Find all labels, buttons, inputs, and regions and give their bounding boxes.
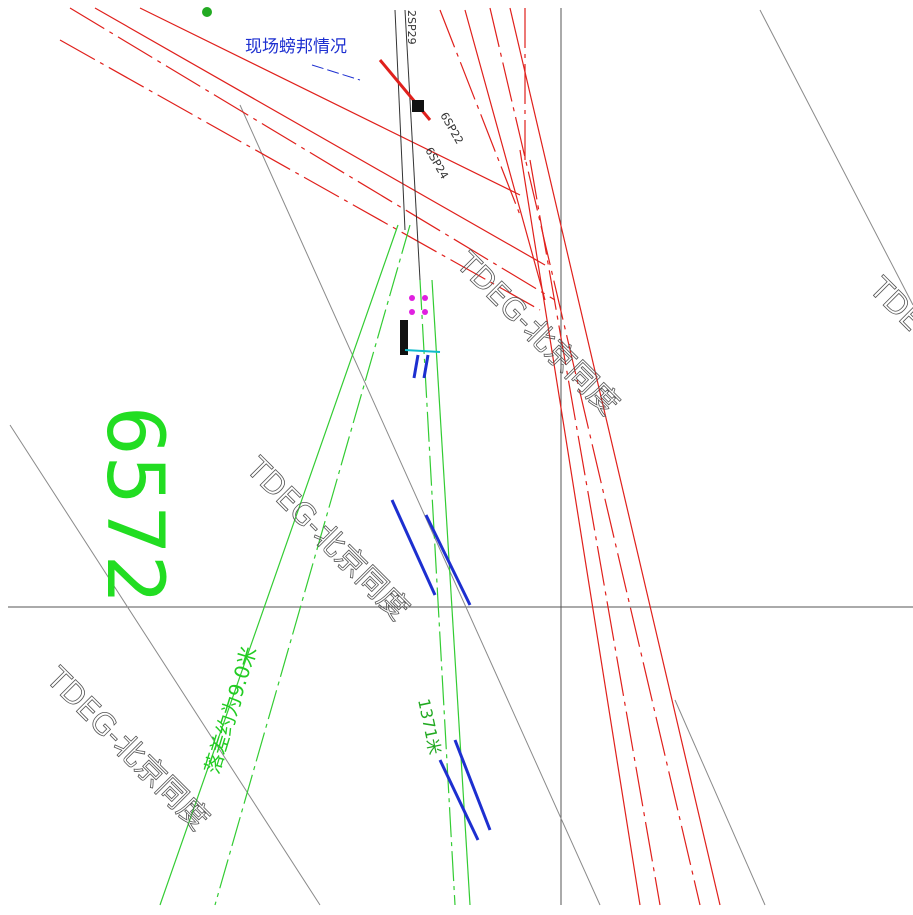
blue-marks xyxy=(390,354,492,841)
site-note: 现场螃邦情况 xyxy=(245,37,347,57)
section-number: 6572 xyxy=(89,406,179,605)
small-label: 2SP29 xyxy=(405,10,418,45)
red-lines xyxy=(59,7,721,906)
equipment-cluster xyxy=(202,7,441,355)
gray-lines xyxy=(9,9,913,906)
green-lines xyxy=(159,224,471,906)
